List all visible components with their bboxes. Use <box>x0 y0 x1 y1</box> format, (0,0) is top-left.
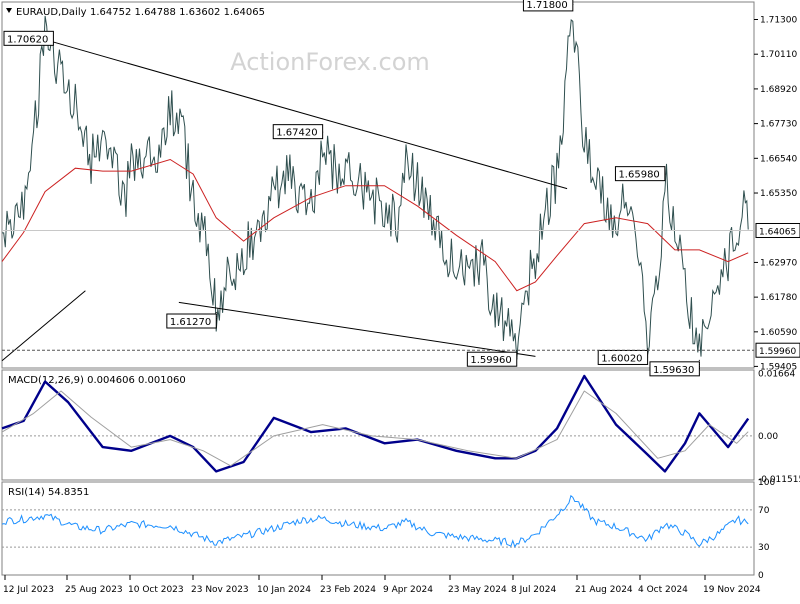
last-price-label: 1.64065 <box>759 227 796 237</box>
rsi-layer <box>1 494 754 548</box>
x-axis: 12 Jul 2023 25 Aug 2023 10 Oct 2023 23 Nov … <box>3 575 761 595</box>
moving-average-layer <box>1 158 749 292</box>
macd-tick-label: 0.01664 <box>758 370 795 380</box>
watermark: ActionForex.com <box>230 48 430 76</box>
y-tick-label: 1.68920 <box>760 85 797 95</box>
trendline <box>40 37 568 190</box>
price-annotation-box <box>614 166 666 182</box>
price-annotation-label: 1.60020 <box>601 353 642 364</box>
y-tick-label: 1.62970 <box>760 258 797 268</box>
collapse-arrow-icon <box>6 8 12 13</box>
price-annotation-label: 1.67420 <box>276 128 317 139</box>
price-annotation-label: 1.65980 <box>618 170 659 181</box>
x-tick-label: 10 Jan 2024 <box>257 585 311 595</box>
price-series-layer <box>2 15 749 360</box>
rsi-tick-label: 100 <box>758 478 775 488</box>
rsi-panel <box>1 481 755 576</box>
trendline <box>178 301 536 357</box>
y-tick-label: 1.70110 <box>760 50 797 60</box>
y-tick-label: 1.61780 <box>760 293 797 303</box>
price-annotation-box <box>3 30 54 46</box>
moving-average-line <box>1 158 749 292</box>
price-annotation-box <box>466 351 518 367</box>
chart-header: EURAUD,Daily 1.64752 1.64788 1.63602 1.6… <box>6 7 265 18</box>
price-annotation-box <box>649 361 700 377</box>
x-tick-label: 23 Nov 2023 <box>191 585 249 595</box>
x-tick-label: 25 Aug 2023 <box>65 585 123 595</box>
y-tick-label: 1.59405 <box>760 362 797 372</box>
price-annotation-label: 1.59960 <box>470 355 511 366</box>
price-annotation-box <box>522 0 574 12</box>
y-tick-label: 1.65350 <box>760 189 797 199</box>
support-price-box <box>755 342 800 358</box>
price-annotation-box <box>166 313 217 329</box>
rsi-tick-label: 70 <box>758 506 770 516</box>
x-tick-label: 4 Oct 2024 <box>638 585 688 595</box>
ohlc-values: 1.64752 1.64788 1.63602 1.64065 <box>90 7 265 18</box>
y-tick-label: 1.67730 <box>760 120 797 130</box>
last-price-box <box>755 222 800 238</box>
macd-tick-label: -0.011515 <box>758 475 800 485</box>
x-tick-label: 23 May 2024 <box>448 585 507 595</box>
trendlines-layer <box>1 37 568 362</box>
price-annotation-label: 1.71800 <box>526 0 567 11</box>
macd-panel <box>1 369 755 481</box>
rsi-tick-label: 0 <box>758 571 764 581</box>
support-price-label: 1.59960 <box>759 347 796 357</box>
price-annotation-label: 1.61270 <box>170 317 211 328</box>
macd-label: MACD(12,26,9) 0.004606 0.001060 <box>8 375 186 386</box>
main-y-axis: 1.71300 1.70110 1.68920 1.67730 1.66540 1.653… <box>2 15 800 372</box>
rsi-y-axis: 100 70 30 0 <box>758 478 775 581</box>
price-annotation-box <box>272 124 324 140</box>
price-annotations-layer: 1.70620 1.71800 1.67420 1.61270 1.59960 1.659… <box>3 0 700 377</box>
rsi-line <box>1 494 749 548</box>
y-tick-label: 1.71300 <box>760 15 797 25</box>
rsi-tick-label: 30 <box>758 543 770 553</box>
y-tick-label: 1.60590 <box>760 328 797 338</box>
macd-tick-label: 0.00 <box>758 432 778 442</box>
x-tick-label: 12 Jul 2023 <box>3 585 54 595</box>
x-tick-label: 9 Apr 2024 <box>383 585 433 595</box>
y-tick-label: 1.66540 <box>760 154 797 164</box>
macd-line <box>1 374 750 473</box>
price-annotation-label: 1.70620 <box>7 34 48 45</box>
price-annotation-label: 1.59630 <box>653 365 694 376</box>
price-line <box>2 15 749 360</box>
symbol-label: EURAUD,Daily <box>16 7 87 18</box>
x-tick-label: 21 Aug 2024 <box>575 585 633 595</box>
x-tick-label: 19 Nov 2024 <box>703 585 761 595</box>
signal-line <box>1 390 749 467</box>
x-tick-label: 23 Feb 2024 <box>320 585 376 595</box>
x-tick-label: 10 Oct 2023 <box>128 585 184 595</box>
x-tick-label: 8 Jul 2024 <box>511 585 556 595</box>
macd-layer <box>1 374 754 473</box>
trendline <box>1 290 86 362</box>
rsi-label: RSI(14) 54.8351 <box>8 487 89 498</box>
macd-y-axis: 0.01664 0.00 -0.011515 <box>758 370 800 485</box>
